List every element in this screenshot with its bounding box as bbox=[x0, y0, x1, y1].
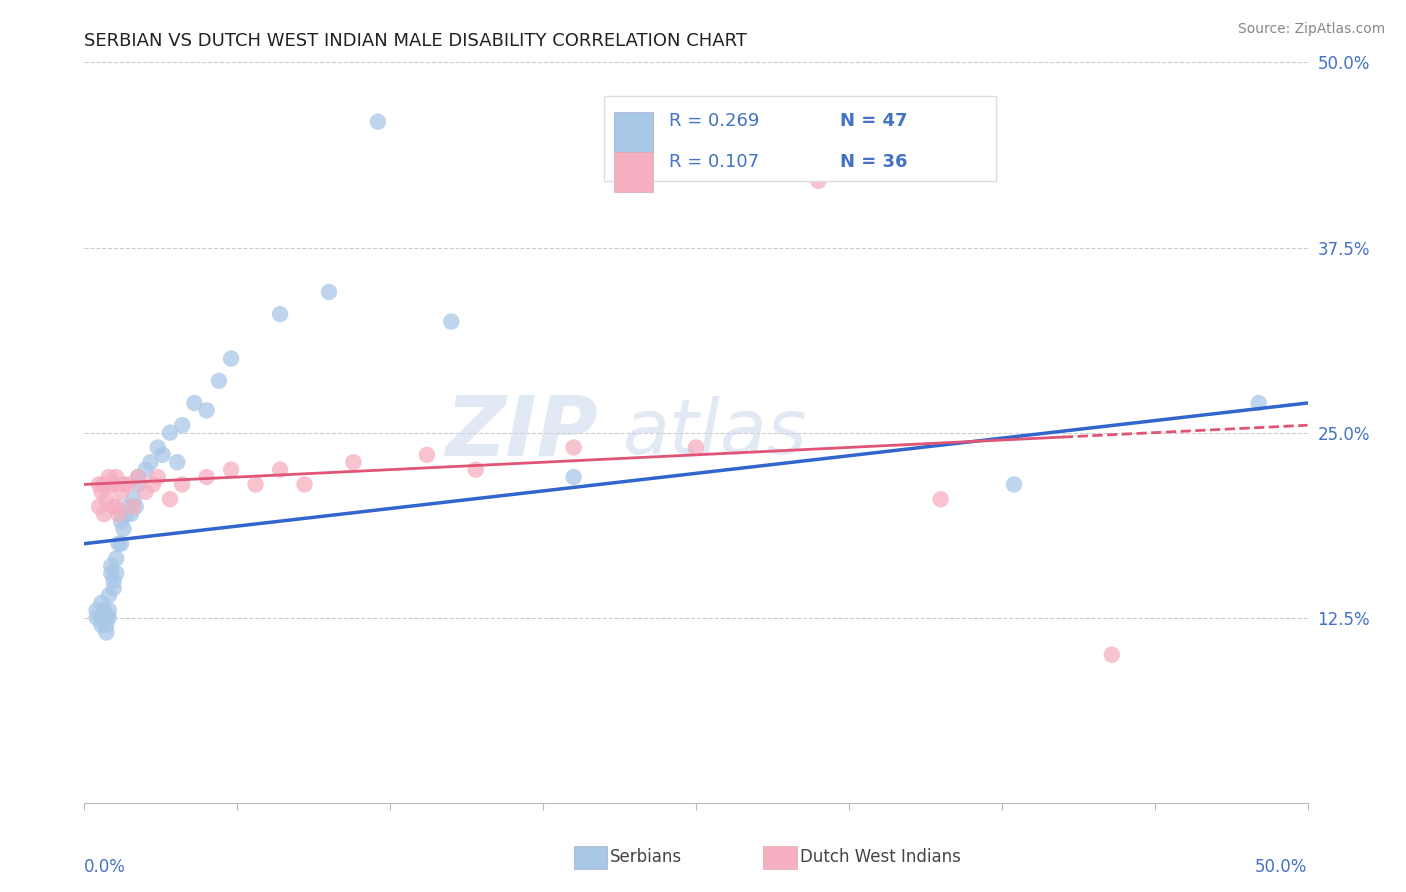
Point bbox=[367, 114, 389, 128]
Point bbox=[139, 455, 162, 469]
Text: R = 0.107: R = 0.107 bbox=[669, 153, 759, 171]
Point bbox=[112, 522, 135, 536]
Point bbox=[245, 477, 267, 491]
Point bbox=[183, 396, 205, 410]
Text: Serbians: Serbians bbox=[610, 848, 682, 866]
Text: ZIP: ZIP bbox=[446, 392, 598, 473]
Point bbox=[115, 507, 138, 521]
Point bbox=[100, 566, 122, 581]
Point bbox=[562, 470, 585, 484]
Point bbox=[97, 603, 120, 617]
Point bbox=[125, 500, 148, 514]
Point bbox=[135, 484, 157, 499]
FancyBboxPatch shape bbox=[605, 95, 995, 181]
Point bbox=[208, 374, 231, 388]
Point bbox=[110, 536, 132, 550]
Point bbox=[342, 455, 364, 469]
Point bbox=[100, 477, 122, 491]
Point bbox=[96, 625, 118, 640]
Point bbox=[195, 403, 218, 417]
Point bbox=[294, 477, 316, 491]
Point bbox=[105, 500, 128, 514]
Text: SERBIAN VS DUTCH WEST INDIAN MALE DISABILITY CORRELATION CHART: SERBIAN VS DUTCH WEST INDIAN MALE DISABI… bbox=[84, 32, 748, 50]
Point bbox=[97, 470, 120, 484]
Point bbox=[1247, 396, 1270, 410]
Point bbox=[127, 477, 149, 491]
Point bbox=[87, 500, 110, 514]
Point bbox=[97, 589, 120, 603]
Point bbox=[120, 507, 142, 521]
Point bbox=[166, 455, 188, 469]
Text: 50.0%: 50.0% bbox=[1256, 858, 1308, 876]
Point bbox=[103, 581, 125, 595]
Point bbox=[90, 610, 112, 624]
Point bbox=[127, 470, 149, 484]
Point bbox=[93, 507, 115, 521]
Point bbox=[127, 470, 149, 484]
Point bbox=[86, 603, 108, 617]
Point bbox=[142, 477, 165, 491]
Point bbox=[269, 307, 291, 321]
Point bbox=[105, 470, 128, 484]
Point bbox=[807, 174, 830, 188]
Point bbox=[103, 574, 125, 588]
Point bbox=[562, 441, 585, 455]
Point bbox=[440, 314, 463, 328]
Point bbox=[172, 418, 194, 433]
Point bbox=[97, 610, 120, 624]
Point bbox=[1002, 477, 1025, 491]
Text: 0.0%: 0.0% bbox=[84, 858, 127, 876]
Point bbox=[103, 500, 125, 514]
Point bbox=[159, 425, 181, 440]
Point bbox=[112, 477, 135, 491]
Point bbox=[117, 477, 139, 491]
Point bbox=[1101, 648, 1123, 662]
Text: N = 36: N = 36 bbox=[841, 153, 908, 171]
Point bbox=[929, 492, 952, 507]
Text: atlas: atlas bbox=[623, 396, 807, 469]
Point bbox=[90, 618, 112, 632]
Point bbox=[105, 551, 128, 566]
Point bbox=[135, 462, 157, 476]
Point bbox=[269, 462, 291, 476]
Point bbox=[110, 515, 132, 529]
FancyBboxPatch shape bbox=[614, 153, 654, 193]
Point bbox=[318, 285, 340, 299]
Point bbox=[93, 603, 115, 617]
Point bbox=[87, 477, 110, 491]
Point bbox=[152, 448, 174, 462]
Point bbox=[103, 477, 125, 491]
Text: Dutch West Indians: Dutch West Indians bbox=[800, 848, 960, 866]
Point bbox=[96, 618, 118, 632]
Point bbox=[90, 596, 112, 610]
Point bbox=[105, 566, 128, 581]
Point bbox=[195, 470, 218, 484]
Point bbox=[146, 470, 169, 484]
Point bbox=[219, 351, 242, 366]
Point bbox=[86, 610, 108, 624]
Point bbox=[117, 500, 139, 514]
Point bbox=[93, 477, 115, 491]
Text: N = 47: N = 47 bbox=[841, 112, 908, 130]
Point bbox=[107, 536, 129, 550]
Point bbox=[416, 448, 439, 462]
Point bbox=[107, 507, 129, 521]
Point bbox=[110, 484, 132, 499]
Point bbox=[122, 492, 145, 507]
Point bbox=[146, 441, 169, 455]
Point bbox=[464, 462, 486, 476]
Text: R = 0.269: R = 0.269 bbox=[669, 112, 759, 130]
Point bbox=[122, 500, 145, 514]
Text: Source: ZipAtlas.com: Source: ZipAtlas.com bbox=[1237, 22, 1385, 37]
Point bbox=[90, 484, 112, 499]
Point bbox=[96, 492, 118, 507]
Point bbox=[159, 492, 181, 507]
Point bbox=[100, 558, 122, 573]
FancyBboxPatch shape bbox=[614, 112, 654, 152]
Point bbox=[219, 462, 242, 476]
Point bbox=[172, 477, 194, 491]
Point bbox=[96, 610, 118, 624]
Point bbox=[685, 441, 707, 455]
